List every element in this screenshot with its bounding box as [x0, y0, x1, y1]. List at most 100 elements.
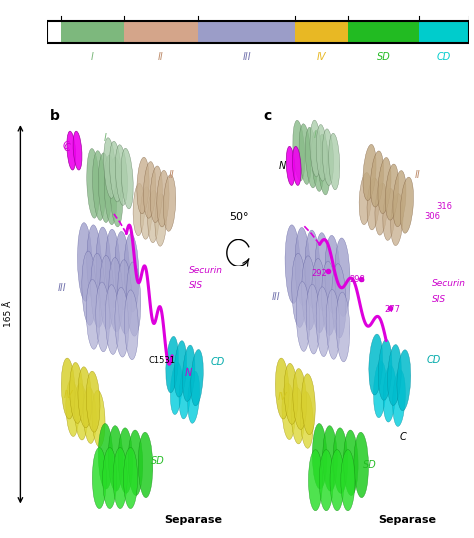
Text: b: b — [49, 109, 59, 123]
Ellipse shape — [316, 124, 327, 181]
Ellipse shape — [344, 430, 358, 495]
Ellipse shape — [363, 144, 376, 201]
Ellipse shape — [326, 289, 340, 359]
Text: 50°: 50° — [229, 212, 249, 222]
Ellipse shape — [300, 392, 313, 448]
Text: 277: 277 — [384, 306, 401, 314]
Ellipse shape — [133, 183, 145, 236]
Ellipse shape — [103, 448, 117, 508]
Ellipse shape — [188, 371, 200, 423]
Ellipse shape — [322, 129, 333, 186]
Ellipse shape — [296, 281, 310, 351]
Text: II: II — [169, 169, 175, 180]
Text: III: III — [58, 283, 66, 293]
Text: I: I — [314, 130, 317, 140]
Ellipse shape — [147, 190, 159, 243]
Ellipse shape — [77, 223, 92, 301]
Ellipse shape — [61, 358, 75, 419]
Ellipse shape — [96, 282, 109, 352]
Ellipse shape — [124, 233, 139, 312]
Ellipse shape — [336, 292, 350, 362]
Text: SIS: SIS — [432, 294, 446, 303]
Text: c: c — [264, 109, 272, 123]
Text: II: II — [414, 169, 420, 180]
Ellipse shape — [310, 120, 321, 176]
Ellipse shape — [292, 253, 306, 328]
Ellipse shape — [109, 141, 121, 202]
Bar — [47, 22, 61, 43]
Ellipse shape — [115, 231, 129, 310]
Ellipse shape — [295, 228, 310, 306]
Text: IV: IV — [277, 392, 287, 402]
Ellipse shape — [87, 148, 100, 218]
Text: III: III — [272, 292, 280, 302]
Ellipse shape — [312, 258, 326, 332]
Ellipse shape — [311, 131, 324, 192]
Ellipse shape — [375, 183, 387, 235]
Ellipse shape — [179, 367, 191, 419]
Text: N: N — [185, 369, 192, 378]
Ellipse shape — [182, 345, 195, 401]
Ellipse shape — [106, 229, 120, 308]
Ellipse shape — [397, 350, 410, 410]
Ellipse shape — [309, 450, 322, 511]
Ellipse shape — [166, 336, 178, 393]
Ellipse shape — [108, 426, 123, 491]
Ellipse shape — [333, 428, 348, 493]
Ellipse shape — [92, 151, 105, 221]
Ellipse shape — [392, 370, 405, 427]
Ellipse shape — [383, 365, 396, 422]
Bar — [47, 22, 469, 43]
Ellipse shape — [110, 157, 123, 227]
Ellipse shape — [144, 161, 156, 218]
Ellipse shape — [86, 371, 100, 432]
Ellipse shape — [306, 284, 320, 354]
Text: Securin: Securin — [432, 279, 466, 288]
Text: Separase: Separase — [164, 514, 222, 525]
Text: SIS: SIS — [189, 281, 203, 291]
Ellipse shape — [150, 166, 163, 223]
Ellipse shape — [383, 188, 395, 240]
Text: 306: 306 — [424, 213, 440, 222]
Text: II: II — [158, 52, 164, 62]
Text: C: C — [400, 431, 406, 442]
Ellipse shape — [370, 151, 383, 207]
Ellipse shape — [92, 448, 107, 508]
Ellipse shape — [369, 334, 383, 395]
Ellipse shape — [305, 230, 320, 309]
Ellipse shape — [138, 432, 153, 498]
Ellipse shape — [74, 384, 88, 440]
Ellipse shape — [157, 171, 169, 227]
Ellipse shape — [70, 363, 83, 423]
Ellipse shape — [174, 341, 187, 397]
Bar — [348, 22, 419, 43]
Ellipse shape — [92, 391, 105, 447]
Bar — [124, 22, 198, 43]
Ellipse shape — [285, 225, 300, 303]
Ellipse shape — [86, 279, 100, 349]
Ellipse shape — [312, 423, 327, 489]
Text: III: III — [242, 52, 251, 62]
Text: 165 Å: 165 Å — [4, 301, 13, 328]
Text: C: C — [63, 141, 70, 151]
Text: 316: 316 — [437, 202, 452, 210]
Ellipse shape — [325, 235, 340, 314]
Ellipse shape — [127, 262, 141, 336]
Text: SD: SD — [151, 456, 164, 465]
Ellipse shape — [105, 285, 119, 355]
Ellipse shape — [123, 448, 137, 508]
Ellipse shape — [82, 251, 96, 325]
Ellipse shape — [118, 428, 133, 493]
Ellipse shape — [78, 367, 91, 428]
Text: IV: IV — [64, 390, 73, 400]
Ellipse shape — [378, 158, 391, 214]
Text: SD: SD — [377, 52, 391, 62]
Ellipse shape — [328, 133, 340, 190]
Ellipse shape — [115, 287, 129, 357]
Ellipse shape — [137, 157, 149, 214]
Ellipse shape — [87, 225, 101, 303]
Ellipse shape — [302, 256, 316, 330]
Ellipse shape — [318, 134, 330, 195]
Bar — [295, 22, 348, 43]
Ellipse shape — [170, 363, 182, 415]
